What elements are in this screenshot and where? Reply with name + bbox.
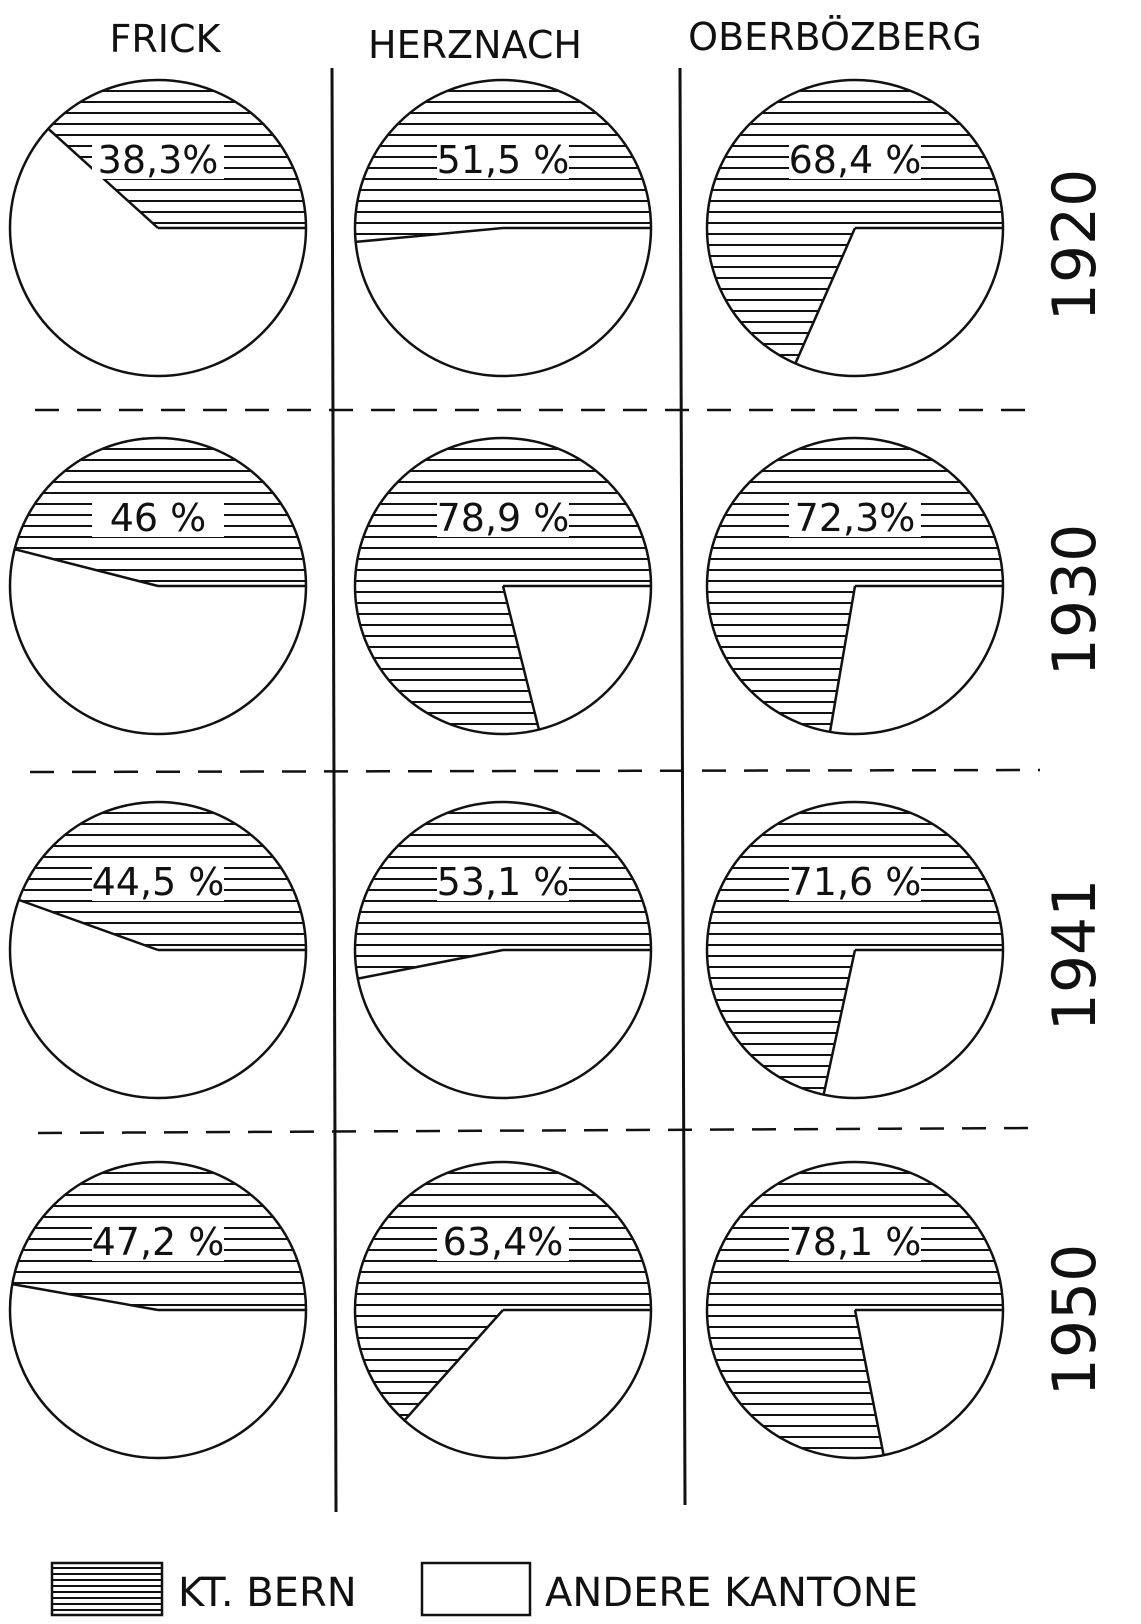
year-label-1950: 1950: [1040, 1244, 1110, 1397]
pie-herznach-1950: 63,4%: [353, 1160, 653, 1460]
pie-outline-herznach-1920: [353, 78, 653, 378]
pie-value-label-herznach-1920: 51,5 %: [437, 138, 570, 182]
column-divider-1: [330, 67, 338, 1513]
row-separator-3: [37, 1126, 1036, 1135]
year-label-1930: 1930: [1040, 524, 1110, 677]
year-label-1920: 1920: [1040, 169, 1110, 322]
pie-outline-frick-1941: [8, 800, 308, 1100]
legend-label-kt-bern: KT. BERN: [178, 1570, 357, 1616]
year-label-1941: 1941: [1040, 879, 1110, 1032]
pie-frick-1930: 46 %: [8, 436, 308, 736]
pie-oberboezberg-1920: 68,4 %: [705, 78, 1005, 378]
pie-value-label-frick-1920: 38,3%: [98, 138, 219, 182]
pie-outline-herznach-1930: [353, 436, 653, 736]
row-separator-2: [29, 768, 1041, 774]
column-title-herznach: HERZNACH: [368, 23, 582, 67]
pie-value-label-herznach-1950: 63,4%: [443, 1220, 564, 1264]
pie-oberboezberg-1950: 78,1 %: [705, 1160, 1005, 1460]
pie-value-label-oberboezberg-1950: 78,1 %: [789, 1220, 922, 1264]
pie-outline-oberboezberg-1920: [705, 78, 1005, 378]
pie-frick-1941: 44,5 %: [8, 800, 308, 1100]
pie-frick-1950: 47,2 %: [8, 1160, 308, 1460]
pie-herznach-1920: 51,5 %: [353, 78, 653, 378]
pie-outline-herznach-1941: [353, 800, 653, 1100]
pie-frick-1920: 38,3%: [8, 78, 308, 378]
pie-herznach-1941: 53,1 %: [353, 800, 653, 1100]
column-title-oberboezberg: OBERBÖZBERG: [688, 15, 982, 59]
pie-value-label-frick-1930: 46 %: [110, 496, 207, 540]
pies-group: 38,3% 51,5 % 68,4 % 46 % 78,9 % 72,3% 44,5 % 53…: [8, 78, 1005, 1460]
pie-value-label-herznach-1941: 53,1 %: [437, 860, 570, 904]
pie-value-label-oberboezberg-1920: 68,4 %: [789, 138, 922, 182]
legend-swatch-kt-bern: [50, 1561, 164, 1617]
pie-outline-oberboezberg-1930: [705, 436, 1005, 736]
legend-swatch-andere-kantone: [420, 1561, 532, 1617]
pie-value-label-oberboezberg-1930: 72,3%: [795, 496, 916, 540]
pie-oberboezberg-1930: 72,3%: [705, 436, 1005, 736]
pie-value-label-oberboezberg-1941: 71,6 %: [789, 860, 922, 904]
pie-oberboezberg-1941: 71,6 %: [705, 800, 1005, 1100]
pie-outline-frick-1930: [8, 436, 308, 736]
legend-label-andere-kantone: ANDERE KANTONE: [545, 1570, 918, 1616]
column-title-frick: FRICK: [110, 17, 222, 61]
pie-herznach-1930: 78,9 %: [353, 436, 653, 736]
pie-value-label-frick-1950: 47,2 %: [92, 1220, 225, 1264]
pie-outline-oberboezberg-1941: [705, 800, 1005, 1100]
pie-outline-herznach-1950: [353, 1160, 653, 1460]
pie-outline-oberboezberg-1950: [705, 1160, 1005, 1460]
pie-outline-frick-1920: [8, 78, 308, 378]
pie-value-label-frick-1941: 44,5 %: [92, 860, 225, 904]
pie-outline-frick-1950: [8, 1160, 308, 1460]
legend: KT. BERN ANDERE KANTONE: [50, 1561, 918, 1617]
pie-value-label-herznach-1930: 78,9 %: [437, 496, 570, 540]
column-divider-2: [678, 67, 687, 1506]
